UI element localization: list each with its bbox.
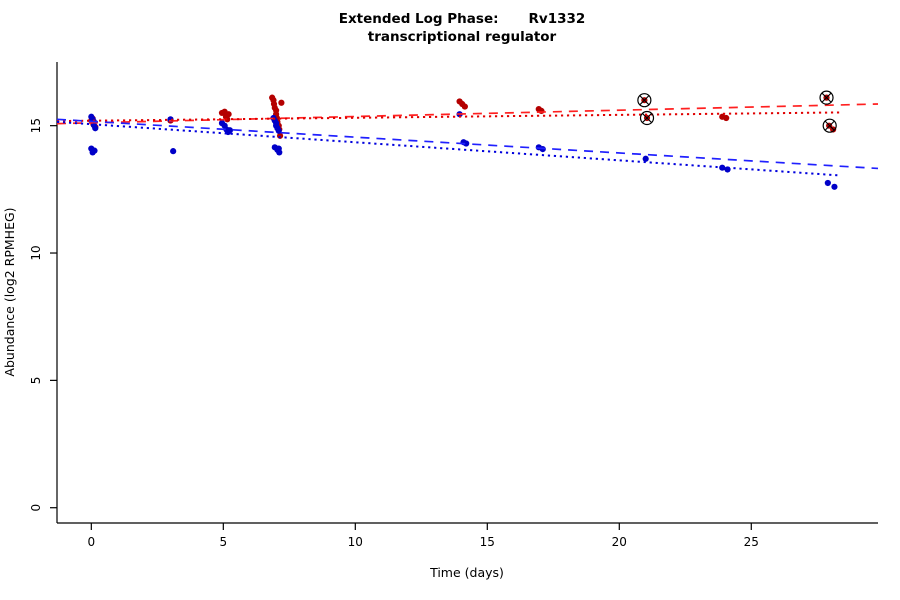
- chart-subtitle: transcriptional regulator: [368, 29, 557, 45]
- blue-series-point: [170, 148, 177, 155]
- axes: [56, 62, 878, 524]
- x-tick-label: 0: [87, 535, 95, 549]
- chart-title: Extended Log Phase: Rv1332: [339, 11, 586, 27]
- x-axis-title: Time (days): [429, 565, 504, 580]
- x-tick-label: 5: [219, 535, 227, 549]
- x-tick-label: 20: [612, 535, 627, 549]
- blue-series-points: [88, 111, 838, 190]
- red-dashed-fit: [56, 103, 879, 125]
- red-series-point: [224, 116, 231, 123]
- blue-series-point: [824, 179, 831, 187]
- outlier-circle-icon: [639, 110, 655, 126]
- chart-title-left: Extended Log Phase:: [339, 11, 499, 27]
- x-axis-ticks: 0 5 10 15 20 25: [87, 523, 759, 549]
- y-tick-label: 0: [29, 504, 43, 512]
- outlier-circle-icon: [819, 90, 834, 105]
- y-tick-label: 5: [29, 377, 43, 385]
- y-axis-ticks: 0 5 10 15: [29, 118, 57, 512]
- blue-series-point: [226, 127, 234, 134]
- circled-outlier-points: [637, 90, 837, 133]
- red-series-point: [278, 99, 285, 106]
- x-tick-label: 10: [348, 535, 363, 549]
- y-tick-label: 10: [29, 245, 43, 260]
- x-tick-label: 15: [480, 535, 495, 549]
- outlier-circle-icon: [822, 118, 837, 133]
- x-tick-label: 25: [744, 535, 759, 549]
- y-tick-label: 15: [29, 118, 43, 133]
- red-series-point: [225, 111, 232, 118]
- red-dotted-fit: [56, 111, 842, 123]
- red-series-point: [538, 107, 545, 115]
- blue-dotted-fit: [56, 120, 839, 177]
- blue-series-point: [642, 155, 649, 162]
- trend-lines: [56, 103, 879, 177]
- blue-series-point: [275, 145, 282, 152]
- blue-series-point: [831, 183, 838, 190]
- outlier-circle-icon: [637, 93, 652, 108]
- blue-series-point: [463, 140, 470, 147]
- blue-series-point: [275, 127, 282, 134]
- y-axis-title: Abundance (log2 RPMHEG): [2, 207, 17, 376]
- red-series-point: [461, 103, 468, 110]
- red-series-points: [88, 94, 837, 139]
- blue-series-point: [89, 149, 96, 156]
- plot-area: 0 5 10 15 20 25 0 5 10 15: [29, 62, 879, 549]
- chart-title-gene: Rv1332: [529, 11, 586, 27]
- red-series-point: [723, 114, 730, 122]
- blue-series-point: [92, 125, 99, 132]
